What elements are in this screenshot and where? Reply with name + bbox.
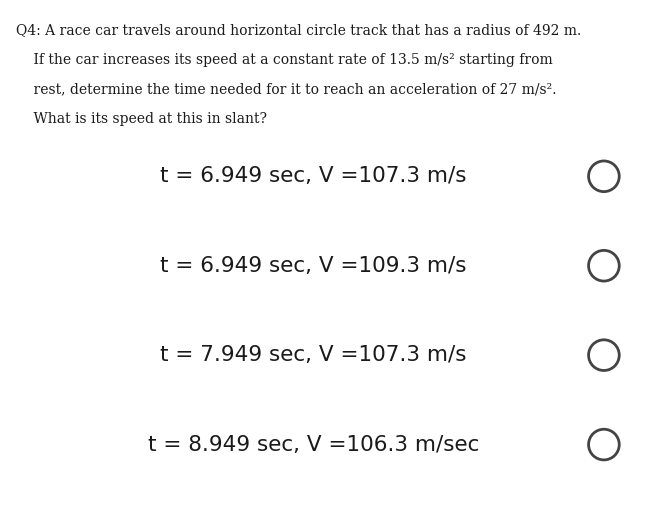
Text: If the car increases its speed at a constant rate of 13.5 m/s² starting from: If the car increases its speed at a cons… <box>16 53 553 66</box>
Text: Q4: A race car travels around horizontal circle track that has a radius of 492 m: Q4: A race car travels around horizontal… <box>16 23 581 37</box>
Text: t = 6.949 sec, V =107.3 m/s: t = 6.949 sec, V =107.3 m/s <box>160 166 467 187</box>
Text: t = 8.949 sec, V =106.3 m/sec: t = 8.949 sec, V =106.3 m/sec <box>148 434 479 455</box>
Text: What is its speed at this in slant?: What is its speed at this in slant? <box>16 112 267 126</box>
Text: t = 6.949 sec, V =109.3 m/s: t = 6.949 sec, V =109.3 m/s <box>160 256 467 276</box>
Text: rest, determine the time needed for it to reach an acceleration of 27 m/s².: rest, determine the time needed for it t… <box>16 82 557 96</box>
Text: t = 7.949 sec, V =107.3 m/s: t = 7.949 sec, V =107.3 m/s <box>160 345 467 365</box>
